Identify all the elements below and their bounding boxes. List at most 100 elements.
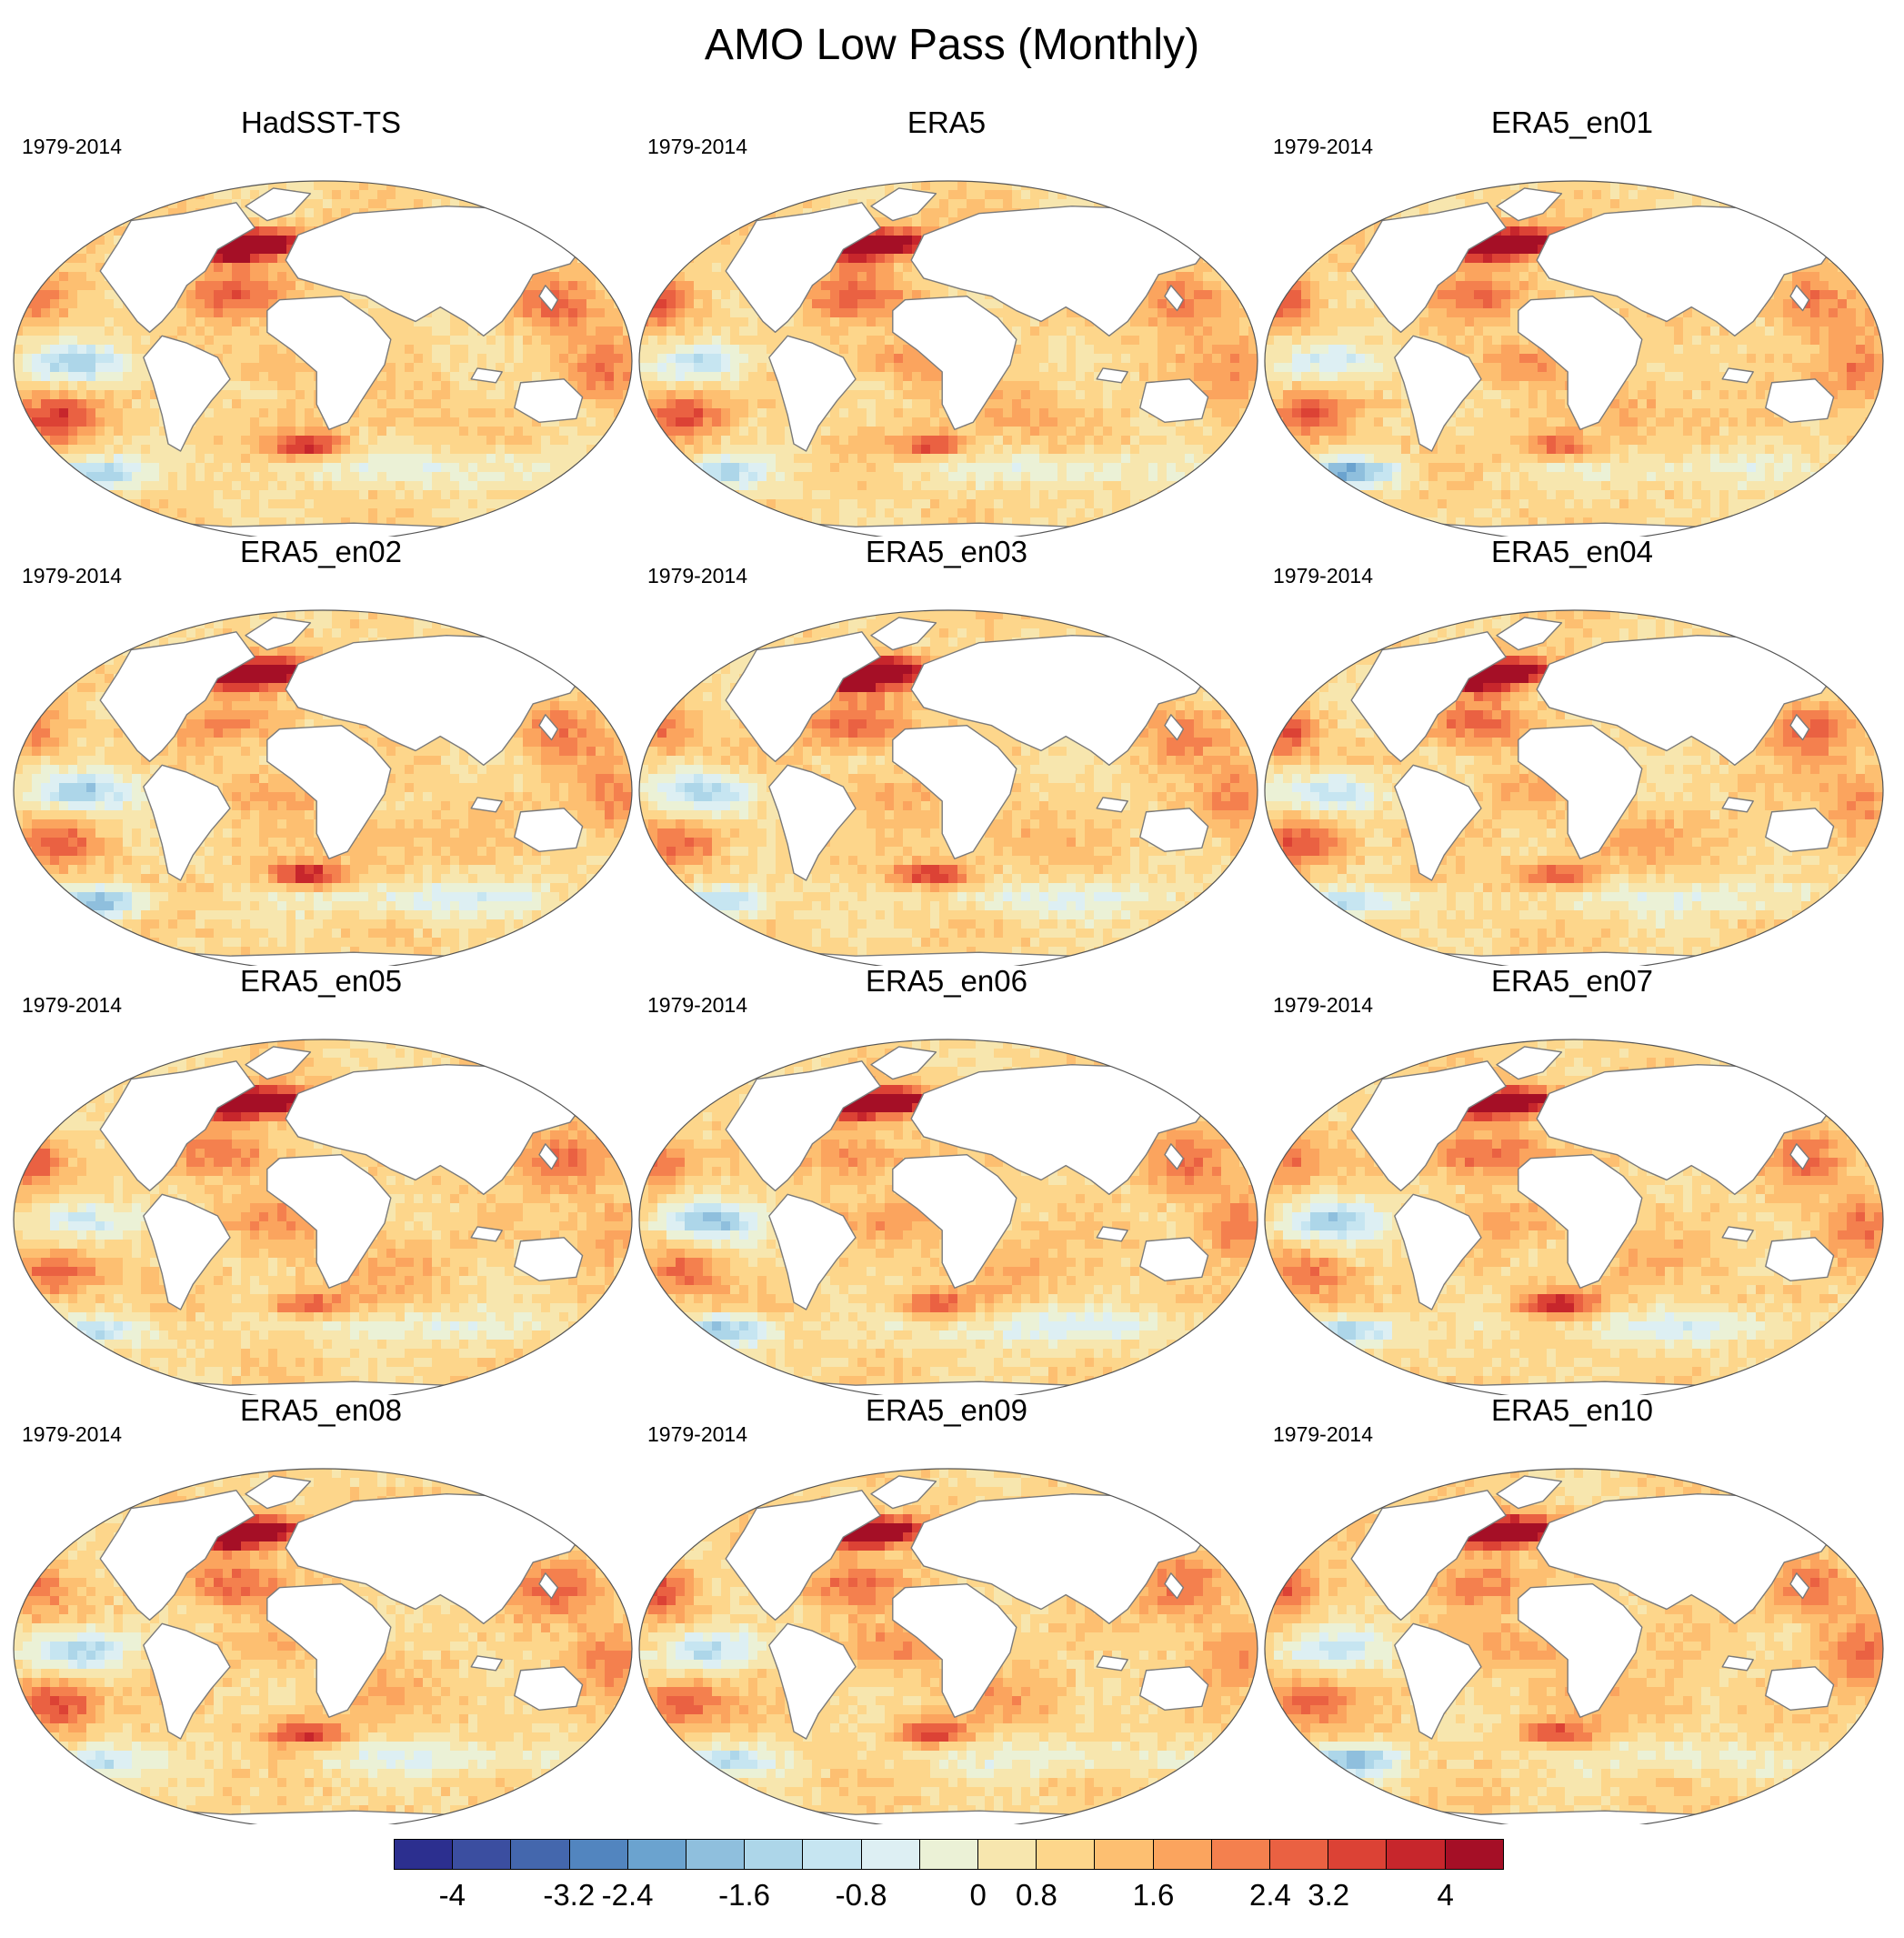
- landmass-0: [1350, 631, 1507, 763]
- landmass-7: [470, 1655, 503, 1672]
- landmass-2: [143, 764, 231, 881]
- landmass-1: [245, 187, 312, 222]
- map-outline: [638, 609, 1258, 966]
- landmass-1: [1496, 1046, 1563, 1080]
- landmass-2: [1394, 335, 1482, 452]
- landmass-5: [1765, 1666, 1835, 1712]
- landmass-1: [245, 1475, 312, 1510]
- sst-anomaly-field: [14, 1469, 632, 1824]
- world-map: [638, 1468, 1258, 1824]
- sst-anomaly-field: [639, 1469, 1258, 1824]
- landmass-3: [266, 1583, 392, 1718]
- panel-period: 1979-2014: [647, 563, 747, 588]
- landmass-3: [266, 1154, 392, 1289]
- landmass-7: [1096, 1226, 1128, 1242]
- landmass-8: [1789, 1143, 1810, 1170]
- landmass-8: [1164, 285, 1185, 312]
- colorbar-box: [1211, 1840, 1271, 1869]
- map-outline: [1264, 1039, 1884, 1395]
- colorbar-box: [919, 1840, 979, 1869]
- sst-anomaly-field: [639, 610, 1258, 966]
- panel-title: ERA5_en10: [1258, 1392, 1886, 1429]
- colorbar-box: [395, 1840, 454, 1869]
- sst-anomaly-field: [1265, 181, 1883, 537]
- landmass-2: [1394, 764, 1482, 881]
- panel-period: 1979-2014: [1273, 1421, 1373, 1447]
- landmass-1: [1496, 187, 1563, 222]
- colorbar-box: [1445, 1840, 1503, 1869]
- map-panel: ERA5_en04 1979-2014: [1258, 534, 1886, 966]
- colorbar-tick-label: 4: [1438, 1877, 1454, 1913]
- landmass-7: [1096, 797, 1128, 813]
- landmass-7: [1721, 797, 1754, 813]
- landmass-7: [470, 367, 503, 384]
- world-map: [1264, 180, 1884, 537]
- panel-title: ERA5_en06: [633, 963, 1260, 999]
- panel-period: 1979-2014: [1273, 992, 1373, 1018]
- landmass-8: [1789, 714, 1810, 741]
- landmass-2: [768, 764, 857, 881]
- map-outline: [13, 180, 633, 537]
- landmass-8: [538, 1143, 559, 1170]
- landmass-1: [1496, 617, 1563, 651]
- map-panel: ERA5_en06 1979-2014: [633, 963, 1260, 1395]
- colorbar-box: [1037, 1840, 1096, 1869]
- landmass-8: [538, 1572, 559, 1600]
- landmass-3: [892, 296, 1017, 430]
- landmass-2: [143, 1622, 231, 1740]
- world-map: [638, 609, 1258, 966]
- landmass-1: [870, 617, 937, 651]
- landmass-0: [99, 1490, 256, 1622]
- colorbar-tick-label: -2.4: [602, 1877, 654, 1913]
- map-outline: [638, 180, 1258, 537]
- map-outline: [13, 1039, 633, 1395]
- panel-title: ERA5_en09: [633, 1392, 1260, 1429]
- panel-period: 1979-2014: [22, 992, 122, 1018]
- landmass-8: [1789, 1572, 1810, 1600]
- landmass-5: [1765, 378, 1835, 424]
- landmass-7: [470, 797, 503, 813]
- colorbar-box: [978, 1840, 1037, 1869]
- colorbar-tick-label: 0.8: [1016, 1877, 1057, 1913]
- colorbar-tick-label: -0.8: [836, 1877, 887, 1913]
- map-panel: ERA5_en07 1979-2014: [1258, 963, 1886, 1395]
- map-outline: [13, 609, 633, 966]
- landmass-2: [768, 1193, 857, 1310]
- landmass-0: [1350, 202, 1507, 334]
- landmass-8: [1789, 285, 1810, 312]
- landmass-2: [768, 335, 857, 452]
- landmass-7: [1096, 1655, 1128, 1672]
- sst-anomaly-field: [14, 610, 632, 966]
- world-map: [13, 609, 633, 966]
- landmass-8: [1164, 714, 1185, 741]
- world-map: [1264, 1039, 1884, 1395]
- colorbar-box: [627, 1840, 687, 1869]
- landmass-3: [892, 1154, 1017, 1289]
- landmass-0: [99, 202, 256, 334]
- landmass-8: [1164, 1143, 1185, 1170]
- sst-anomaly-field: [639, 1039, 1258, 1395]
- panel-period: 1979-2014: [647, 1421, 747, 1447]
- map-panel: ERA5_en03 1979-2014: [633, 534, 1260, 966]
- map-outline: [1264, 1468, 1884, 1824]
- sst-anomaly-field: [14, 181, 632, 537]
- landmass-0: [99, 1060, 256, 1192]
- colorbar-tick-label: 2.4: [1249, 1877, 1291, 1913]
- landmass-7: [1721, 367, 1754, 384]
- map-panel: HadSST-TS 1979-2014: [7, 105, 635, 537]
- landmass-5: [1765, 1237, 1835, 1282]
- landmass-5: [1765, 808, 1835, 853]
- landmass-3: [1518, 1583, 1643, 1718]
- landmass-1: [870, 1046, 937, 1080]
- map-panel: ERA5_en08 1979-2014: [7, 1392, 635, 1824]
- landmass-7: [1721, 1226, 1754, 1242]
- landmass-3: [266, 725, 392, 859]
- world-map: [638, 1039, 1258, 1395]
- colorbar-tick-label: -3.2: [543, 1877, 595, 1913]
- landmass-2: [143, 335, 231, 452]
- landmass-3: [266, 296, 392, 430]
- landmass-1: [1496, 1475, 1563, 1510]
- landmass-0: [99, 631, 256, 763]
- panel-title: ERA5_en01: [1258, 105, 1886, 141]
- panel-title: HadSST-TS: [7, 105, 635, 141]
